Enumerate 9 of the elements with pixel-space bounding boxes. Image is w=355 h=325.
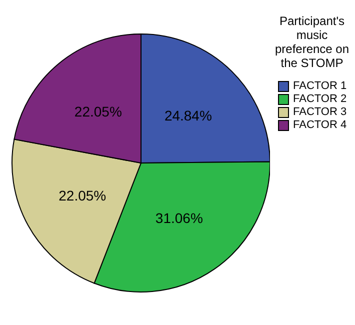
data-label: 22.05% [74,103,122,120]
data-label: 31.06% [155,210,203,226]
data-label: 22.05% [58,188,106,204]
legend-label: FACTOR 3 [293,106,347,119]
legend-label: FACTOR 2 [293,93,347,106]
legend-label: FACTOR 4 [293,119,347,132]
legend-title: Participant's music preference on the STOMP [274,14,350,70]
data-label: 24.84% [164,107,212,124]
legend-label: FACTOR 1 [293,80,347,93]
